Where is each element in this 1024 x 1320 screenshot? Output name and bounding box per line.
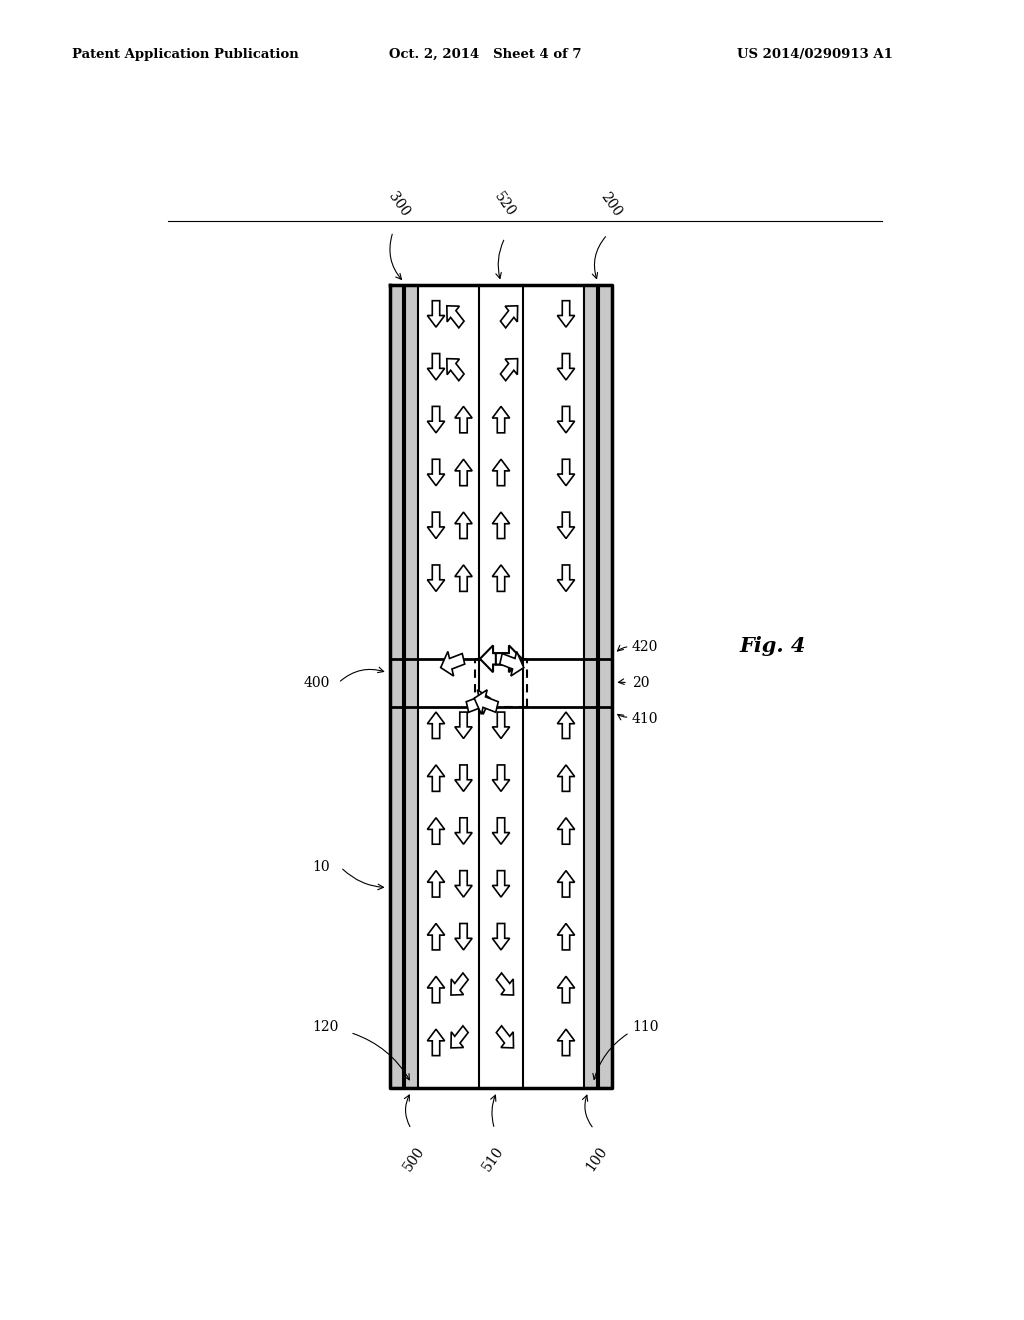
- Polygon shape: [455, 565, 472, 591]
- Polygon shape: [446, 306, 464, 327]
- Text: Fig. 4: Fig. 4: [739, 636, 806, 656]
- Polygon shape: [493, 565, 510, 591]
- Polygon shape: [501, 359, 518, 380]
- Polygon shape: [455, 512, 472, 539]
- Polygon shape: [446, 359, 464, 380]
- Polygon shape: [500, 652, 524, 676]
- Polygon shape: [557, 512, 574, 539]
- Polygon shape: [466, 690, 490, 714]
- Polygon shape: [493, 407, 510, 433]
- Polygon shape: [427, 764, 444, 792]
- Polygon shape: [474, 690, 499, 714]
- Polygon shape: [557, 354, 574, 380]
- Polygon shape: [501, 306, 518, 327]
- Polygon shape: [404, 285, 418, 1089]
- Polygon shape: [455, 764, 472, 792]
- Polygon shape: [427, 354, 444, 380]
- Polygon shape: [455, 871, 472, 898]
- Polygon shape: [427, 512, 444, 539]
- Text: 500: 500: [400, 1144, 427, 1173]
- Polygon shape: [557, 301, 574, 327]
- Polygon shape: [557, 764, 574, 792]
- Polygon shape: [455, 711, 472, 738]
- Polygon shape: [455, 818, 472, 845]
- Polygon shape: [557, 1030, 574, 1056]
- Polygon shape: [427, 301, 444, 327]
- Polygon shape: [493, 924, 510, 950]
- Text: US 2014/0290913 A1: US 2014/0290913 A1: [737, 48, 893, 61]
- Polygon shape: [497, 1026, 513, 1048]
- Polygon shape: [557, 871, 574, 898]
- Polygon shape: [427, 459, 444, 486]
- Text: 100: 100: [583, 1144, 609, 1173]
- Polygon shape: [451, 1026, 468, 1048]
- Polygon shape: [493, 818, 510, 845]
- Polygon shape: [585, 285, 597, 1089]
- Text: 20: 20: [632, 676, 649, 690]
- Polygon shape: [455, 459, 472, 486]
- Polygon shape: [557, 977, 574, 1003]
- Polygon shape: [455, 924, 472, 950]
- Polygon shape: [455, 407, 472, 433]
- Polygon shape: [557, 924, 574, 950]
- Text: Oct. 2, 2014   Sheet 4 of 7: Oct. 2, 2014 Sheet 4 of 7: [389, 48, 582, 61]
- Text: 520: 520: [492, 190, 518, 219]
- Polygon shape: [427, 924, 444, 950]
- Polygon shape: [427, 711, 444, 738]
- Polygon shape: [496, 645, 522, 672]
- Polygon shape: [427, 1030, 444, 1056]
- Polygon shape: [557, 565, 574, 591]
- Polygon shape: [427, 818, 444, 845]
- Text: Patent Application Publication: Patent Application Publication: [72, 48, 298, 61]
- Polygon shape: [427, 565, 444, 591]
- Text: 510: 510: [480, 1144, 506, 1173]
- Polygon shape: [493, 764, 510, 792]
- Polygon shape: [497, 973, 513, 995]
- Polygon shape: [427, 407, 444, 433]
- Polygon shape: [427, 871, 444, 898]
- Text: 120: 120: [312, 1020, 338, 1035]
- Polygon shape: [557, 711, 574, 738]
- Polygon shape: [557, 407, 574, 433]
- Text: 400: 400: [304, 676, 331, 690]
- Polygon shape: [493, 512, 510, 539]
- Text: 110: 110: [632, 1020, 658, 1035]
- Text: 300: 300: [385, 190, 412, 219]
- Polygon shape: [493, 871, 510, 898]
- Polygon shape: [557, 459, 574, 486]
- Polygon shape: [493, 459, 510, 486]
- Polygon shape: [440, 652, 465, 676]
- Polygon shape: [427, 977, 444, 1003]
- Polygon shape: [480, 645, 506, 672]
- Polygon shape: [557, 818, 574, 845]
- Text: 420: 420: [632, 640, 658, 653]
- Polygon shape: [451, 973, 468, 995]
- Text: 410: 410: [632, 713, 658, 726]
- Text: 200: 200: [598, 190, 625, 219]
- Polygon shape: [599, 285, 612, 1089]
- Text: 10: 10: [312, 861, 331, 874]
- Polygon shape: [493, 711, 510, 738]
- Polygon shape: [390, 285, 402, 1089]
